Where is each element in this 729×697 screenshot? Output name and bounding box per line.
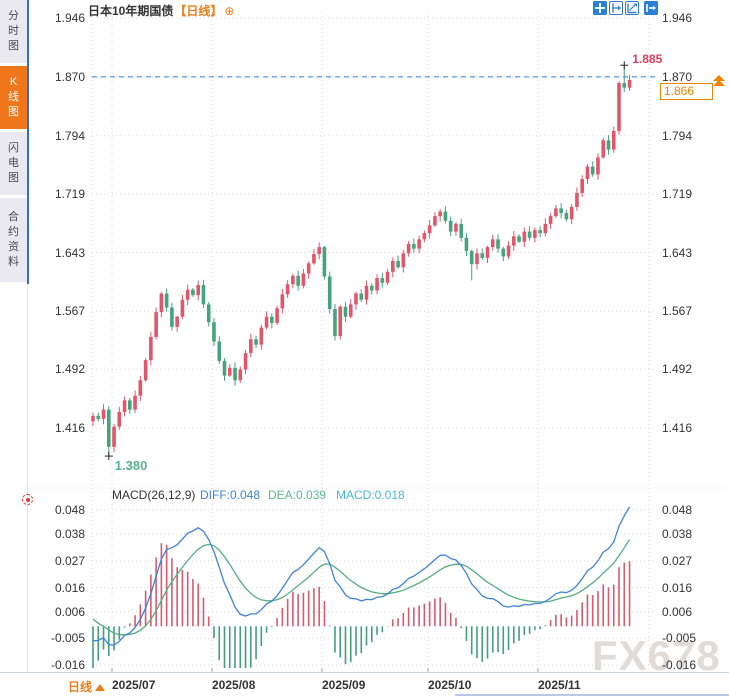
price-up-arrows-icon bbox=[713, 74, 725, 86]
axis-tick-label: 0.048 bbox=[662, 503, 693, 518]
xaxis-date-label: 2025/09 bbox=[322, 678, 366, 692]
xaxis-separator bbox=[0, 672, 729, 673]
axis-tick-label: 1.492 bbox=[54, 362, 85, 377]
instrument-title: 日本10年期国债 bbox=[88, 4, 174, 18]
low-cross-marker bbox=[104, 452, 113, 461]
compress-x-icon[interactable] bbox=[609, 1, 623, 15]
axis-tick-label: 1.643 bbox=[54, 245, 85, 260]
axis-tick-label: 1.719 bbox=[54, 186, 85, 201]
watermark: FX678 bbox=[592, 632, 721, 679]
macd-title: MACD(26,12,9) bbox=[112, 488, 196, 502]
xaxis-date-label: 2025/08 bbox=[212, 678, 256, 692]
axis-tick-label: 1.870 bbox=[662, 69, 693, 84]
macd-dea-value: DEA:0.039 bbox=[268, 488, 327, 502]
axis-tick-label: -0.016 bbox=[662, 658, 697, 673]
sidebar-divider bbox=[27, 0, 29, 284]
axis-tick-label: 1.946 bbox=[662, 11, 693, 25]
sidebar-tab-time-chart[interactable]: 分时图 bbox=[0, 0, 27, 63]
interval-selector[interactable]: 日线 bbox=[68, 678, 106, 695]
exit-chart-icon[interactable] bbox=[644, 1, 658, 15]
axis-tick-label: 1.492 bbox=[662, 362, 693, 377]
expand-x-icon[interactable] bbox=[625, 1, 639, 15]
chevron-up-icon bbox=[95, 684, 106, 691]
macd-macd-value: MACD:0.018 bbox=[336, 488, 405, 502]
axis-tick-label: 0.016 bbox=[54, 580, 85, 595]
xaxis-date-label: 2025/10 bbox=[428, 678, 472, 692]
add-indicator-icon[interactable]: ⊕ bbox=[224, 4, 235, 18]
candlestick-layer bbox=[91, 65, 632, 457]
axis-tick-label: 1.416 bbox=[54, 421, 85, 436]
axis-tick-label: 0.006 bbox=[54, 604, 85, 619]
xaxis-date-label: 2025/07 bbox=[112, 678, 156, 692]
axis-tick-label: 0.016 bbox=[662, 580, 693, 595]
axis-tick-label: 1.719 bbox=[662, 186, 693, 201]
high-cross-marker bbox=[620, 61, 629, 70]
xaxis-date-label: 2025/11 bbox=[538, 678, 581, 692]
gridlines bbox=[30, 12, 725, 673]
sidebar-lower-area bbox=[0, 284, 28, 672]
axis-tick-label: 1.870 bbox=[54, 69, 85, 84]
axis-tick-label: 1.416 bbox=[662, 421, 693, 436]
axis-tick-label: -0.016 bbox=[50, 658, 85, 673]
macd-diff-value: DIFF:0.048 bbox=[200, 488, 261, 502]
axis-tick-label: 0.006 bbox=[662, 604, 693, 619]
axis-tick-label: 1.567 bbox=[662, 304, 693, 319]
session-low-label: 1.380 bbox=[114, 458, 148, 474]
sidebar-tab-contract-info[interactable]: 合约资料 bbox=[0, 198, 27, 282]
dea-line bbox=[92, 539, 631, 636]
macd-layer bbox=[92, 506, 631, 668]
pan-crosshair-icon[interactable] bbox=[593, 1, 607, 15]
axis-tick-label: 0.038 bbox=[54, 527, 85, 542]
sidebar-tab-flash-chart[interactable]: 闪电图 bbox=[0, 132, 27, 195]
axis-tick-label: 1.946 bbox=[54, 11, 85, 25]
axis-tick-label: 0.027 bbox=[662, 553, 693, 568]
chart-title-row: 日本10年期国债【日线】 ⊕ bbox=[88, 2, 234, 19]
scroll-indicator[interactable] bbox=[455, 694, 729, 696]
axis-tick-label: 1.794 bbox=[54, 128, 85, 143]
axis-tick-label: 1.567 bbox=[54, 304, 85, 319]
axis-tick-label: 1.643 bbox=[662, 245, 693, 260]
interval-badge: 【日线】 bbox=[174, 4, 223, 18]
axis-tick-label: 0.048 bbox=[54, 503, 85, 518]
session-high-label: 1.885 bbox=[632, 52, 663, 67]
diff-line bbox=[92, 506, 631, 646]
chart-toolbar bbox=[593, 1, 660, 15]
indicator-settings-icon[interactable] bbox=[22, 494, 33, 505]
axis-tick-label: 1.794 bbox=[662, 128, 693, 143]
axis-tick-label: 0.038 bbox=[662, 527, 693, 542]
current-price-box: 1.866 bbox=[660, 82, 713, 100]
axis-tick-label: -0.005 bbox=[662, 631, 697, 646]
axis-tick-label: 0.027 bbox=[54, 553, 85, 568]
axis-tick-label: -0.005 bbox=[50, 631, 85, 646]
